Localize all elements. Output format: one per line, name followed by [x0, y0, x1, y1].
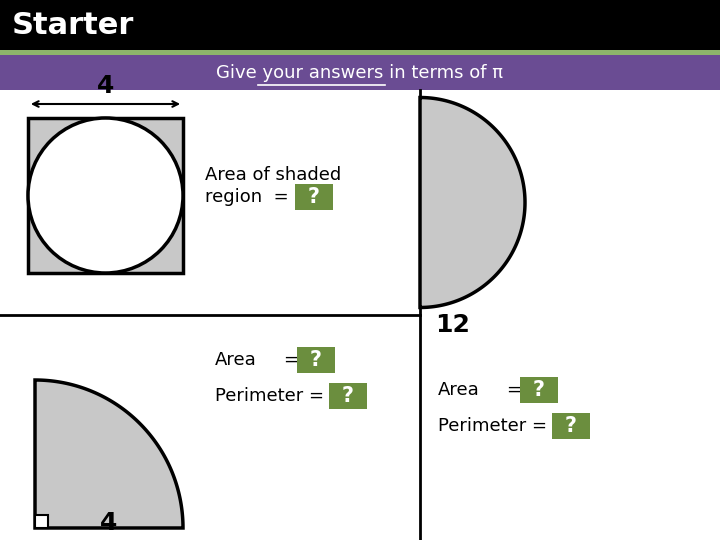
Text: ?: ?	[565, 416, 577, 436]
FancyBboxPatch shape	[552, 413, 590, 439]
Text: ?: ?	[310, 350, 322, 370]
Text: =: =	[283, 351, 298, 369]
Polygon shape	[35, 380, 183, 528]
Text: Area: Area	[438, 381, 480, 399]
Polygon shape	[420, 98, 525, 307]
Text: ?: ?	[308, 187, 320, 207]
Text: 12: 12	[435, 314, 470, 338]
Bar	[35, 515, 48, 528]
FancyBboxPatch shape	[297, 347, 335, 373]
Text: ?: ?	[342, 386, 354, 406]
Text: Give your answers in terms of π: Give your answers in terms of π	[217, 64, 503, 82]
Text: Perimeter =: Perimeter =	[438, 417, 547, 435]
Text: 4: 4	[100, 511, 117, 535]
Bar	[0, 50, 720, 55]
Text: Perimeter =: Perimeter =	[215, 387, 324, 405]
FancyBboxPatch shape	[329, 383, 367, 409]
Text: 4: 4	[96, 74, 114, 98]
Bar	[0, 0, 720, 50]
Text: Starter: Starter	[12, 10, 135, 39]
Text: =: =	[506, 381, 521, 399]
Text: Area of shaded: Area of shaded	[205, 166, 341, 184]
FancyBboxPatch shape	[295, 184, 333, 210]
Circle shape	[28, 118, 183, 273]
Text: ?: ?	[533, 380, 545, 400]
Bar	[28, 118, 183, 273]
Text: Area: Area	[215, 351, 257, 369]
FancyBboxPatch shape	[520, 377, 558, 403]
Bar	[0, 55, 720, 90]
Text: region  =: region =	[205, 188, 289, 206]
